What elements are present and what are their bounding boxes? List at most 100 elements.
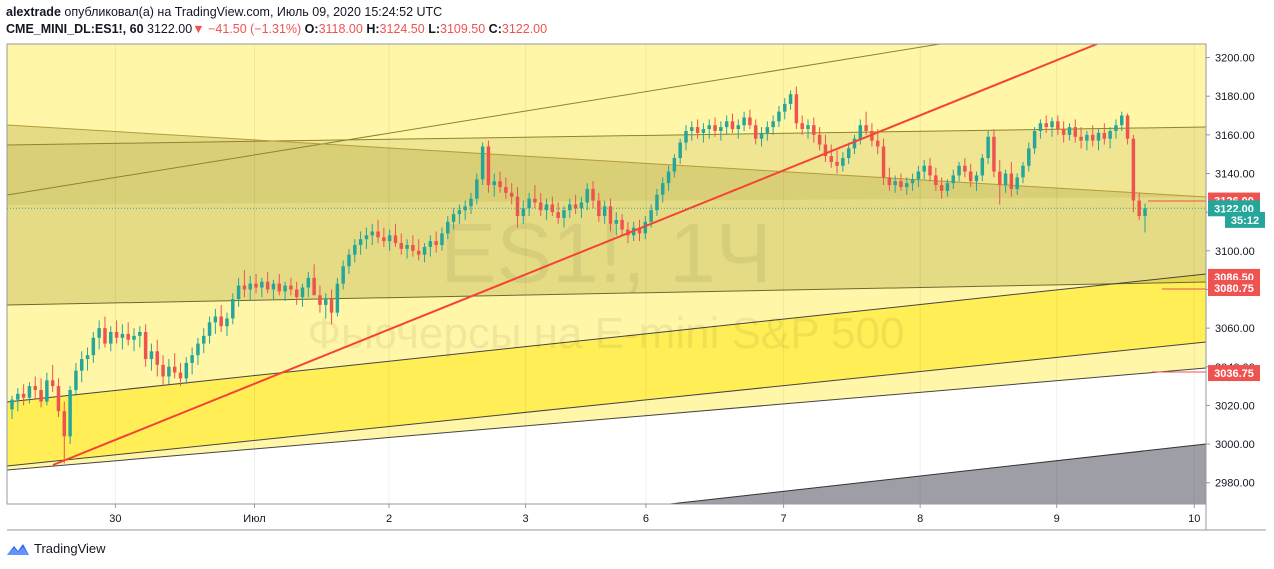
candle-body xyxy=(998,171,1002,186)
y-tick-label: 3020.00 xyxy=(1215,400,1255,412)
candle-body xyxy=(980,158,985,176)
x-tick-label: 9 xyxy=(1054,513,1060,525)
candle-body xyxy=(463,206,467,211)
candle xyxy=(777,105,781,128)
candle xyxy=(1015,173,1019,195)
candle xyxy=(974,171,979,191)
candle xyxy=(957,161,961,182)
candle xyxy=(114,320,119,344)
descending-channel xyxy=(7,125,1206,305)
candle-body xyxy=(172,366,177,373)
candle-body xyxy=(492,181,496,186)
candle-body xyxy=(33,386,37,390)
candle xyxy=(829,144,833,168)
candle xyxy=(707,119,711,139)
candle xyxy=(504,177,508,199)
candle-body xyxy=(341,266,345,284)
candle xyxy=(695,119,700,139)
candle xyxy=(265,272,270,294)
channel-line xyxy=(7,273,1206,403)
candle-body xyxy=(719,127,723,131)
author-name[interactable]: alextrade xyxy=(6,5,61,19)
y-tick-label: 3160.00 xyxy=(1215,130,1255,142)
candle-body xyxy=(27,386,32,398)
candle-body xyxy=(974,175,979,182)
candle xyxy=(103,316,107,348)
candle-body xyxy=(1079,136,1083,141)
candle-body xyxy=(143,331,148,360)
candle xyxy=(201,328,206,354)
candle-body xyxy=(1003,173,1008,186)
x-tick-label: 8 xyxy=(917,513,923,525)
candle xyxy=(573,194,578,215)
candle xyxy=(306,272,311,298)
candle-body xyxy=(783,103,787,112)
candle-body xyxy=(579,202,584,209)
time-axis[interactable]: 30 Июл 2 3 6 7 8 9 10 xyxy=(109,504,1200,525)
candle xyxy=(475,173,479,205)
candle-body xyxy=(724,121,729,128)
candle-body xyxy=(324,299,328,305)
candle-body xyxy=(957,165,961,176)
candle-body xyxy=(701,129,706,133)
candle xyxy=(190,347,194,375)
candle-body xyxy=(289,285,293,290)
candle-body xyxy=(881,146,886,178)
candle xyxy=(21,384,26,406)
candle-body xyxy=(231,299,235,319)
candle xyxy=(167,359,171,385)
candle-body xyxy=(666,171,671,184)
candle-body xyxy=(922,165,926,172)
candle xyxy=(899,173,903,191)
candle-body xyxy=(707,125,711,130)
candle-body xyxy=(446,221,450,234)
candle-body xyxy=(440,233,444,246)
candle xyxy=(643,216,648,240)
candle-body xyxy=(184,362,189,379)
candle xyxy=(905,177,909,195)
candle-body xyxy=(556,212,560,218)
candle xyxy=(318,285,322,313)
candle xyxy=(637,219,642,242)
candle xyxy=(568,198,572,218)
candle-body xyxy=(242,285,247,290)
candle-body xyxy=(271,283,276,290)
candle xyxy=(120,324,125,350)
candle-body xyxy=(1114,125,1118,131)
candle-body xyxy=(1044,123,1048,128)
candle-body xyxy=(335,283,340,313)
candle-body xyxy=(405,245,409,249)
candle xyxy=(812,117,816,143)
candle-body xyxy=(637,227,642,234)
candle xyxy=(852,134,857,155)
candle-body xyxy=(887,177,892,186)
candle xyxy=(1114,119,1118,139)
candle-body xyxy=(841,158,845,166)
candle-body xyxy=(178,372,183,379)
candle-body xyxy=(1015,177,1019,189)
candle xyxy=(184,357,189,385)
candle xyxy=(416,239,421,261)
candle xyxy=(1125,113,1130,145)
channel-line xyxy=(7,341,1206,467)
candle xyxy=(16,388,20,412)
tradingview-footer[interactable]: TradingView xyxy=(6,541,106,556)
candle xyxy=(1027,142,1031,172)
open-value: 3118.00 xyxy=(318,22,363,36)
candle xyxy=(271,279,276,300)
candle-body xyxy=(393,235,398,244)
candle-body xyxy=(1108,130,1112,139)
candle xyxy=(56,378,61,418)
candle xyxy=(213,308,218,334)
candle-body xyxy=(457,210,462,215)
candle xyxy=(806,119,810,139)
symbol-label[interactable]: CME_MINI_DL:ES1!, 60 xyxy=(6,22,144,36)
candle xyxy=(602,200,607,224)
candle-body xyxy=(1102,132,1107,139)
grey-zone-edge xyxy=(669,443,1206,504)
plot-area[interactable]: ES1!, 1Ч Фьючерсы на E-mini S&P 500 xyxy=(7,44,1206,504)
watermark-symbol: ES1!, 1Ч xyxy=(440,206,772,300)
candle xyxy=(835,150,839,174)
candle xyxy=(1021,161,1025,184)
